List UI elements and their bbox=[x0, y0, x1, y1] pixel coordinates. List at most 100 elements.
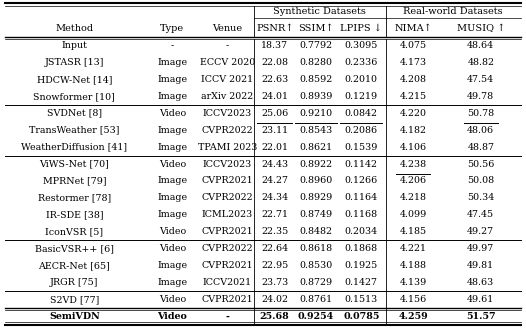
Text: 0.1427: 0.1427 bbox=[345, 278, 378, 287]
Text: 50.56: 50.56 bbox=[467, 159, 494, 169]
Text: 4.185: 4.185 bbox=[400, 227, 427, 236]
Text: 0.2336: 0.2336 bbox=[345, 58, 378, 67]
Text: AECR-Net [65]: AECR-Net [65] bbox=[38, 261, 110, 270]
Text: 50.78: 50.78 bbox=[467, 109, 494, 118]
Text: 0.3095: 0.3095 bbox=[345, 41, 378, 50]
Text: 49.81: 49.81 bbox=[467, 261, 494, 270]
Text: JSTASR [13]: JSTASR [13] bbox=[45, 58, 104, 67]
Text: 0.8543: 0.8543 bbox=[299, 126, 333, 135]
Text: S2VD [77]: S2VD [77] bbox=[49, 295, 99, 304]
Text: 22.35: 22.35 bbox=[261, 227, 288, 236]
Text: CVPR2021: CVPR2021 bbox=[201, 227, 253, 236]
Text: 0.8280: 0.8280 bbox=[300, 58, 332, 67]
Text: LPIPS ↓: LPIPS ↓ bbox=[340, 24, 382, 33]
Text: 25.06: 25.06 bbox=[261, 109, 288, 118]
Text: ICCV2023: ICCV2023 bbox=[203, 109, 252, 118]
Text: 4.208: 4.208 bbox=[400, 75, 427, 84]
Text: 0.9210: 0.9210 bbox=[299, 109, 332, 118]
Text: 48.64: 48.64 bbox=[467, 41, 494, 50]
Text: 22.95: 22.95 bbox=[261, 261, 288, 270]
Text: 0.1142: 0.1142 bbox=[345, 159, 378, 169]
Text: Image: Image bbox=[157, 278, 187, 287]
Text: 4.259: 4.259 bbox=[399, 312, 428, 321]
Text: WeatherDiffusion [41]: WeatherDiffusion [41] bbox=[21, 143, 127, 152]
Text: -: - bbox=[226, 312, 229, 321]
Text: 0.0785: 0.0785 bbox=[343, 312, 379, 321]
Text: Video: Video bbox=[159, 244, 186, 253]
Text: BasicVSR++ [6]: BasicVSR++ [6] bbox=[35, 244, 114, 253]
Text: CVPR2021: CVPR2021 bbox=[201, 176, 253, 185]
Text: ICCV2021: ICCV2021 bbox=[203, 278, 252, 287]
Text: Venue: Venue bbox=[213, 24, 242, 33]
Text: CVPR2022: CVPR2022 bbox=[201, 193, 253, 202]
Text: ViWS-Net [70]: ViWS-Net [70] bbox=[39, 159, 109, 169]
Text: Image: Image bbox=[157, 126, 187, 135]
Text: Snowformer [10]: Snowformer [10] bbox=[33, 92, 115, 101]
Text: 0.8929: 0.8929 bbox=[299, 193, 333, 202]
Text: 49.78: 49.78 bbox=[467, 92, 494, 101]
Text: ICCV2023: ICCV2023 bbox=[203, 159, 252, 169]
Text: CVPR2021: CVPR2021 bbox=[201, 295, 253, 304]
Text: Video: Video bbox=[159, 159, 186, 169]
Text: 4.221: 4.221 bbox=[400, 244, 427, 253]
Text: 0.1168: 0.1168 bbox=[345, 210, 378, 219]
Text: 22.08: 22.08 bbox=[261, 58, 288, 67]
Text: 51.57: 51.57 bbox=[466, 312, 495, 321]
Text: Image: Image bbox=[157, 210, 187, 219]
Text: Image: Image bbox=[157, 92, 187, 101]
Text: 22.63: 22.63 bbox=[261, 75, 288, 84]
Text: 0.1539: 0.1539 bbox=[345, 143, 378, 152]
Text: -: - bbox=[226, 41, 229, 50]
Text: 48.06: 48.06 bbox=[467, 126, 494, 135]
Text: 24.01: 24.01 bbox=[261, 92, 288, 101]
Text: Input: Input bbox=[62, 41, 87, 50]
Text: 0.8530: 0.8530 bbox=[299, 261, 333, 270]
Text: 48.87: 48.87 bbox=[467, 143, 494, 152]
Text: 4.156: 4.156 bbox=[400, 295, 427, 304]
Text: 49.27: 49.27 bbox=[467, 227, 494, 236]
Text: 50.34: 50.34 bbox=[467, 193, 494, 202]
Text: CVPR2022: CVPR2022 bbox=[201, 244, 253, 253]
Text: JRGR [75]: JRGR [75] bbox=[50, 278, 98, 287]
Text: 0.1266: 0.1266 bbox=[345, 176, 378, 185]
Text: 22.71: 22.71 bbox=[261, 210, 288, 219]
Text: Video: Video bbox=[159, 295, 186, 304]
Text: 4.182: 4.182 bbox=[400, 126, 427, 135]
Text: arXiv 2022: arXiv 2022 bbox=[201, 92, 254, 101]
Text: 22.01: 22.01 bbox=[261, 143, 288, 152]
Text: SSIM↑: SSIM↑ bbox=[298, 24, 334, 33]
Text: 49.61: 49.61 bbox=[467, 295, 494, 304]
Text: Synthetic Datasets: Synthetic Datasets bbox=[274, 7, 366, 16]
Text: 4.206: 4.206 bbox=[400, 176, 427, 185]
Text: Image: Image bbox=[157, 176, 187, 185]
Text: Image: Image bbox=[157, 58, 187, 67]
Text: 4.218: 4.218 bbox=[400, 193, 427, 202]
Text: Video: Video bbox=[159, 109, 186, 118]
Text: Real-world Datasets: Real-world Datasets bbox=[403, 7, 503, 16]
Text: 4.139: 4.139 bbox=[400, 278, 427, 287]
Text: 0.2010: 0.2010 bbox=[345, 75, 378, 84]
Text: 4.215: 4.215 bbox=[400, 92, 427, 101]
Text: 0.1868: 0.1868 bbox=[345, 244, 378, 253]
Text: 22.64: 22.64 bbox=[261, 244, 288, 253]
Text: 24.34: 24.34 bbox=[261, 193, 288, 202]
Text: 0.9254: 0.9254 bbox=[298, 312, 334, 321]
Text: 4.238: 4.238 bbox=[400, 159, 427, 169]
Text: 0.1164: 0.1164 bbox=[345, 193, 378, 202]
Text: 47.54: 47.54 bbox=[467, 75, 494, 84]
Text: 50.08: 50.08 bbox=[467, 176, 494, 185]
Text: HDCW-Net [14]: HDCW-Net [14] bbox=[37, 75, 112, 84]
Text: 0.0842: 0.0842 bbox=[345, 109, 378, 118]
Text: Image: Image bbox=[157, 193, 187, 202]
Text: 25.68: 25.68 bbox=[260, 312, 289, 321]
Text: ECCV 2020: ECCV 2020 bbox=[200, 58, 255, 67]
Text: MPRNet [79]: MPRNet [79] bbox=[43, 176, 106, 185]
Text: 49.97: 49.97 bbox=[467, 244, 494, 253]
Text: 0.8592: 0.8592 bbox=[299, 75, 333, 84]
Text: IR-SDE [38]: IR-SDE [38] bbox=[46, 210, 103, 219]
Text: 0.2034: 0.2034 bbox=[345, 227, 378, 236]
Text: 0.8939: 0.8939 bbox=[299, 92, 333, 101]
Text: IconVSR [5]: IconVSR [5] bbox=[45, 227, 104, 236]
Text: 0.8482: 0.8482 bbox=[300, 227, 332, 236]
Text: 0.8922: 0.8922 bbox=[299, 159, 332, 169]
